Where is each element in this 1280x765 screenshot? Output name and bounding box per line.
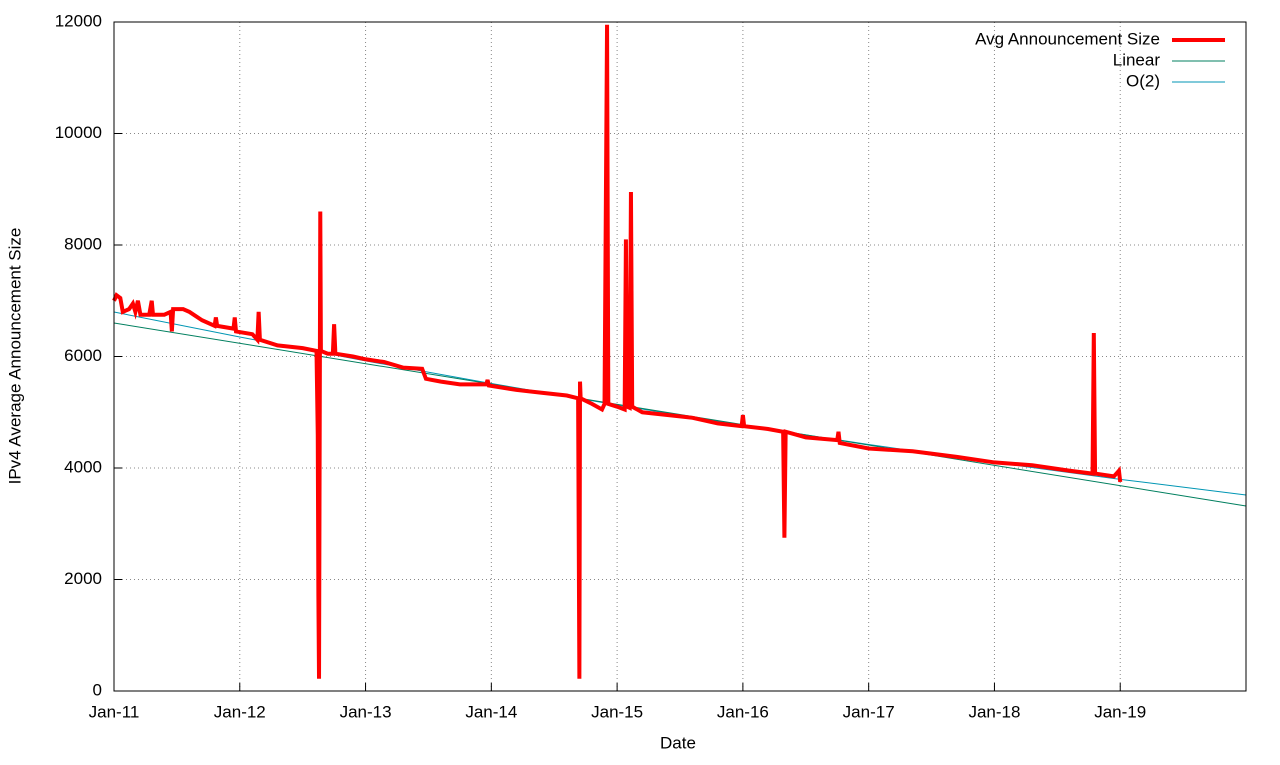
y-tick-label: 10000 <box>55 123 102 142</box>
x-tick-label: Jan-17 <box>843 702 895 721</box>
y-tick-label: 4000 <box>64 457 102 476</box>
x-tick-label: Jan-12 <box>214 702 266 721</box>
legend-label: Avg Announcement Size <box>975 29 1160 48</box>
legend-label: Linear <box>1113 50 1161 69</box>
x-tick-label: Jan-11 <box>89 702 140 721</box>
x-tick-label: Jan-18 <box>968 702 1020 721</box>
y-tick-label: 12000 <box>55 11 102 30</box>
series-line <box>113 311 1247 496</box>
y-tick-label: 2000 <box>64 569 102 588</box>
x-axis-label: Date <box>660 733 696 752</box>
y-tick-label: 0 <box>93 680 102 699</box>
plot-border <box>113 21 1247 692</box>
x-tick-label: Jan-19 <box>1094 702 1146 721</box>
series-line <box>112 24 1123 679</box>
x-tick-label: Jan-15 <box>591 702 643 721</box>
x-tick-label: Jan-14 <box>465 702 517 721</box>
y-axis-label: IPv4 Average Announcement Size <box>5 228 24 485</box>
x-tick-label: Jan-13 <box>340 702 392 721</box>
y-tick-label: 8000 <box>64 234 102 253</box>
x-tick-label: Jan-16 <box>717 702 769 721</box>
y-tick-label: 6000 <box>64 346 102 365</box>
legend-label: O(2) <box>1126 71 1160 90</box>
